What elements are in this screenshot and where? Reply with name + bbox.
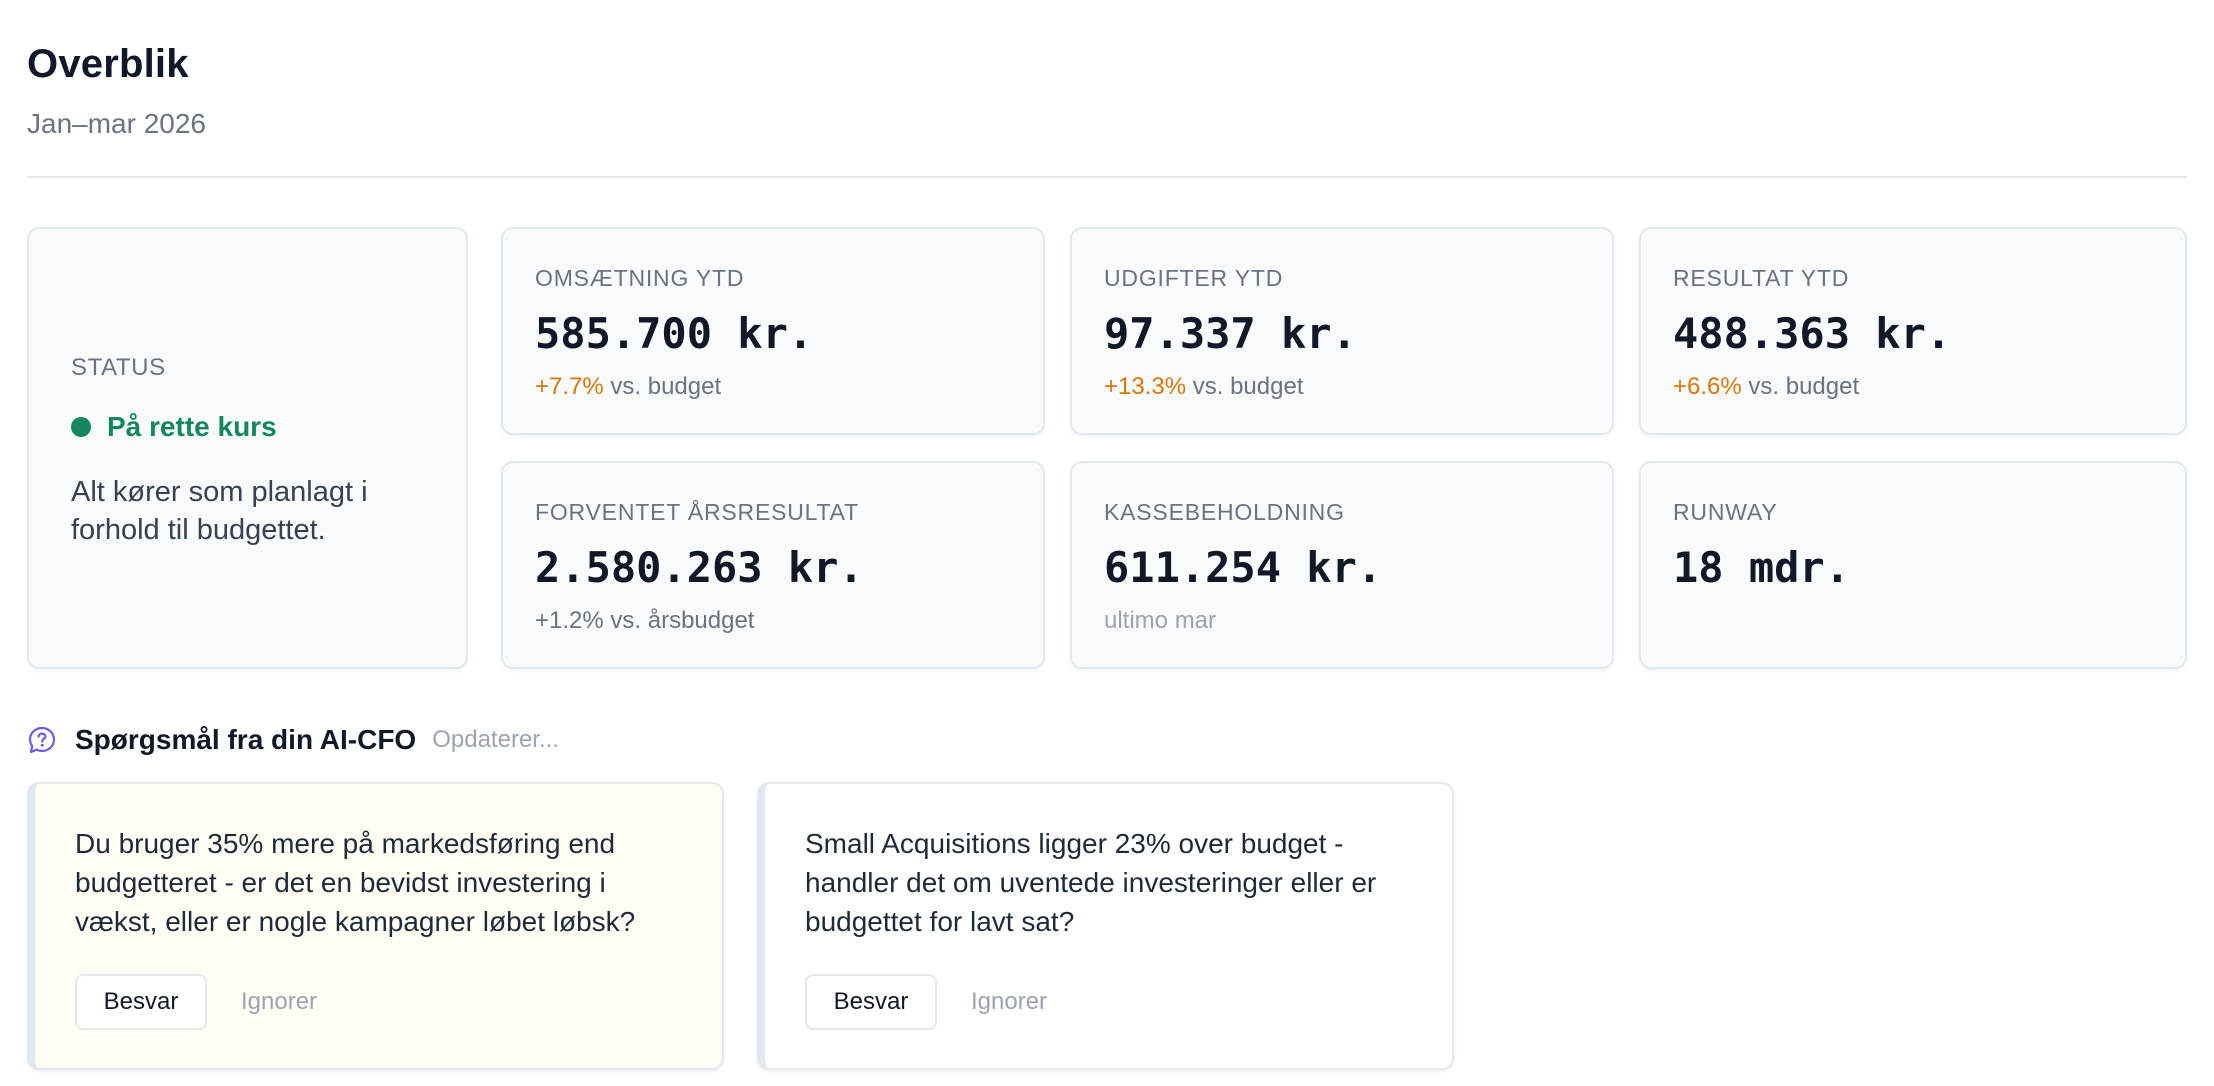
metric-delta-suffix: vs. årsbudget [610, 607, 755, 634]
question-text: Small Acquisitions ligger 23% over budge… [805, 828, 1377, 937]
metric-note: ultimo mar [1104, 607, 1217, 634]
metric-label: RESULTAT YTD [1673, 265, 1850, 291]
metric-value: 97.337 kr. [1104, 309, 1357, 358]
metric-value: 18 mdr. [1673, 543, 1851, 592]
metric-card-result: RESULTAT YTD 488.363 kr. +6.6% vs. budge… [1639, 227, 2187, 435]
metric-comparison: +6.6% vs. budget [1673, 373, 1859, 401]
period-subtitle: Jan–mar 2026 [27, 108, 207, 139]
metric-delta: +7.7% [535, 373, 604, 400]
metric-card-cash-balance: KASSEBEHOLDNING 611.254 kr. ultimo mar [1070, 461, 1614, 669]
metric-delta: +1.2% [535, 607, 604, 634]
question-card: Du bruger 35% mere på markedsføring end … [27, 782, 724, 1070]
metric-value: 2.580.263 kr. [535, 543, 864, 592]
metric-label: OMSÆTNING YTD [535, 265, 745, 291]
ai-cfo-questions-header: Spørgsmål fra din AI-CFO Opdaterer... [27, 720, 559, 760]
metric-card-revenue: OMSÆTNING YTD 585.700 kr. +7.7% vs. budg… [501, 227, 1045, 435]
answer-button[interactable]: Besvar [75, 974, 207, 1030]
metric-value: 611.254 kr. [1104, 543, 1383, 592]
question-bubble-icon [28, 726, 56, 754]
dashboard-overview: Overblik Jan–mar 2026 STATUS På rette ku… [27, 0, 2187, 1086]
question-text: Du bruger 35% mere på markedsføring end … [75, 828, 636, 937]
answer-button[interactable]: Besvar [805, 974, 937, 1030]
header-divider [27, 176, 2187, 178]
ai-cfo-questions-title: Spørgsmål fra din AI-CFO [75, 724, 417, 755]
metric-comparison: +1.2% vs. årsbudget [535, 607, 754, 635]
status-indicator: På rette kurs [71, 411, 277, 443]
metric-comparison: +7.7% vs. budget [535, 373, 721, 401]
status-card: STATUS På rette kurs Alt kører som planl… [27, 227, 468, 669]
metric-label: RUNWAY [1673, 499, 1778, 525]
metric-delta: +6.6% [1673, 373, 1742, 400]
status-label: STATUS [71, 354, 166, 381]
metric-delta: +13.3% [1104, 373, 1187, 400]
metric-label: KASSEBEHOLDNING [1104, 499, 1345, 525]
metric-value: 585.700 kr. [535, 309, 814, 358]
page-title: Overblik [27, 42, 189, 86]
question-card: Small Acquisitions ligger 23% over budge… [757, 782, 1454, 1070]
ai-cfo-update-status: Opdaterer... [432, 726, 559, 753]
ignore-button[interactable]: Ignorer [241, 988, 318, 1015]
metric-delta-suffix: vs. budget [610, 373, 722, 400]
metric-comparison: +13.3% vs. budget [1104, 373, 1304, 401]
status-description: Alt kører som planlagt i forhold til bud… [71, 476, 368, 546]
metric-delta-suffix: vs. budget [1748, 373, 1860, 400]
metric-card-runway: RUNWAY 18 mdr. [1639, 461, 2187, 669]
status-dot-icon [71, 417, 91, 437]
metric-card-expected-annual-result: FORVENTET ÅRSRESULTAT 2.580.263 kr. +1.2… [501, 461, 1045, 669]
metric-card-expenses: UDGIFTER YTD 97.337 kr. +13.3% vs. budge… [1070, 227, 1614, 435]
metric-label: UDGIFTER YTD [1104, 265, 1284, 291]
status-value: På rette kurs [107, 411, 277, 442]
metric-label: FORVENTET ÅRSRESULTAT [535, 499, 859, 525]
ignore-button[interactable]: Ignorer [971, 988, 1048, 1015]
metric-value: 488.363 kr. [1673, 309, 1952, 358]
metric-delta-suffix: vs. budget [1192, 373, 1304, 400]
